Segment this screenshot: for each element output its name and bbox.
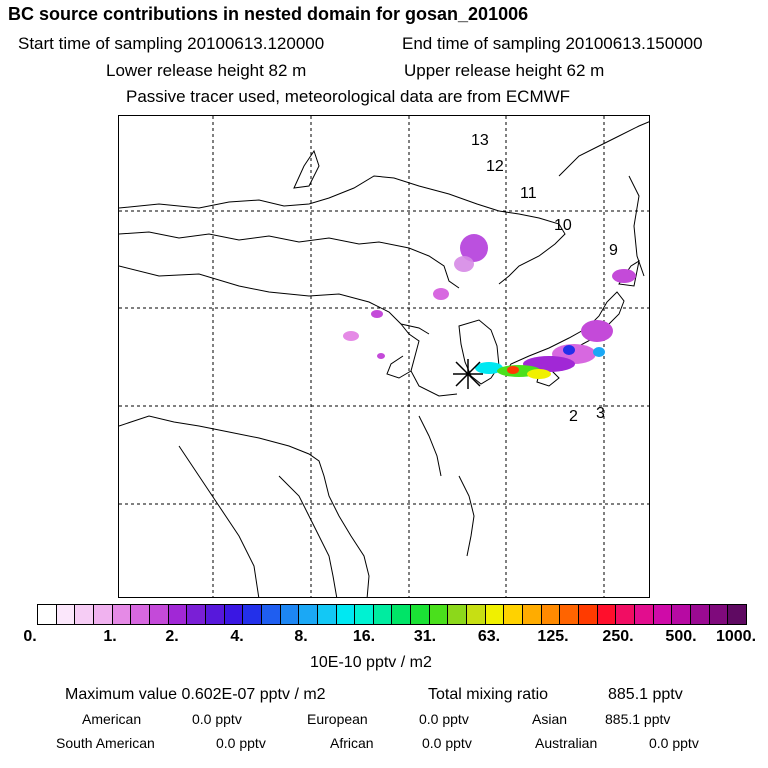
- colorbar: [37, 604, 747, 625]
- colorbar-segment: [243, 605, 262, 624]
- time-marker: 2: [569, 408, 578, 425]
- colorbar-segment: [56, 605, 76, 624]
- colorbar-tick: 2.: [165, 628, 179, 645]
- release-point-marker: [453, 359, 483, 389]
- region-name: South American: [56, 735, 155, 751]
- end-time-label: End time of sampling 20100613.150000: [402, 34, 703, 53]
- upper-release-label: Upper release height 62 m: [404, 61, 605, 80]
- region-value: 0.0 pptv: [422, 735, 472, 751]
- plot-title: BC source contributions in nested domain…: [8, 4, 529, 24]
- colorbar-tick: 1000.: [715, 628, 757, 645]
- region-value: 0.0 pptv: [216, 735, 266, 751]
- colorbar-segment: [597, 605, 617, 624]
- colorbar-segment: [224, 605, 244, 624]
- total-mixing-value: 885.1 pptv: [608, 686, 683, 703]
- colorbar-segment: [373, 605, 393, 624]
- start-time-label: Start time of sampling 20100613.120000: [18, 34, 325, 53]
- colorbar-segment: [317, 605, 337, 624]
- region-value: 885.1 pptv: [605, 711, 671, 727]
- colorbar-segment: [523, 605, 542, 624]
- map-panel: 13 12 11 10 9 3 2: [118, 115, 650, 598]
- colorbar-segment: [690, 605, 710, 624]
- colorbar-segment: [709, 605, 729, 624]
- colorbar-segment: [579, 605, 598, 624]
- colorbar-segment: [149, 605, 169, 624]
- colorbar-tick: 0.: [23, 628, 37, 645]
- colorbar-segment: [355, 605, 374, 624]
- lower-release-label: Lower release height 82 m: [106, 61, 307, 80]
- max-value-label: Maximum value 0.602E-07 pptv / m2: [65, 686, 326, 703]
- colorbar-tick: 4.: [230, 628, 244, 645]
- time-marker: 12: [486, 158, 504, 175]
- colorbar-segment: [187, 605, 206, 624]
- colorbar-segment: [672, 605, 691, 624]
- time-marker: 9: [609, 242, 618, 259]
- colorbar-segment: [168, 605, 188, 624]
- colorbar-tick: 125.: [537, 628, 569, 645]
- colorbar-segment: [504, 605, 524, 624]
- time-marker: 3: [596, 405, 605, 422]
- colorbar-segment: [728, 605, 746, 624]
- colorbar-segment: [336, 605, 356, 624]
- time-marker: 10: [554, 217, 572, 234]
- colorbar-segment: [392, 605, 412, 624]
- region-value: 0.0 pptv: [419, 711, 469, 727]
- colorbar-segment: [560, 605, 580, 624]
- colorbar-segment: [38, 605, 57, 624]
- region-name: American: [82, 711, 142, 727]
- region-name: Asian: [532, 711, 568, 727]
- colorbar-segment: [429, 605, 449, 624]
- region-name: European: [307, 711, 368, 727]
- colorbar-tick: 1.: [103, 628, 117, 645]
- colorbar-segment: [261, 605, 281, 624]
- colorbar-segment: [411, 605, 430, 624]
- tracer-note: Passive tracer used, meteorological data…: [126, 87, 571, 106]
- colorbar-segment: [485, 605, 505, 624]
- colorbar-segment: [93, 605, 113, 624]
- region-name: African: [330, 735, 374, 751]
- time-marker: 11: [520, 185, 537, 202]
- colorbar-tick: 16.: [352, 628, 376, 645]
- colorbar-segment: [635, 605, 654, 624]
- colorbar-segment: [616, 605, 635, 624]
- colorbar-tick: 63.: [477, 628, 501, 645]
- graticule: [119, 116, 649, 597]
- region-name: Australian: [535, 735, 598, 751]
- colorbar-segment: [653, 605, 673, 624]
- colorbar-segment: [541, 605, 561, 624]
- colorbar-segment: [448, 605, 468, 624]
- time-marker: 13: [471, 132, 489, 149]
- map-canvas: [119, 116, 649, 597]
- colorbar-segment: [205, 605, 225, 624]
- region-value: 0.0 pptv: [192, 711, 242, 727]
- region-value: 0.0 pptv: [649, 735, 699, 751]
- colorbar-tick: 500.: [665, 628, 697, 645]
- total-mixing-label: Total mixing ratio: [428, 686, 549, 703]
- colorbar-segment: [131, 605, 150, 624]
- concentration-plume: [343, 234, 636, 379]
- colorbar-units: 10E-10 pptv / m2: [310, 654, 432, 671]
- colorbar-tick: 250.: [602, 628, 634, 645]
- colorbar-segment: [299, 605, 318, 624]
- colorbar-segment: [467, 605, 486, 624]
- colorbar-tick: 8.: [294, 628, 308, 645]
- colorbar-segment: [112, 605, 132, 624]
- colorbar-segment: [280, 605, 300, 624]
- colorbar-segment: [75, 605, 94, 624]
- colorbar-tick: 31.: [413, 628, 437, 645]
